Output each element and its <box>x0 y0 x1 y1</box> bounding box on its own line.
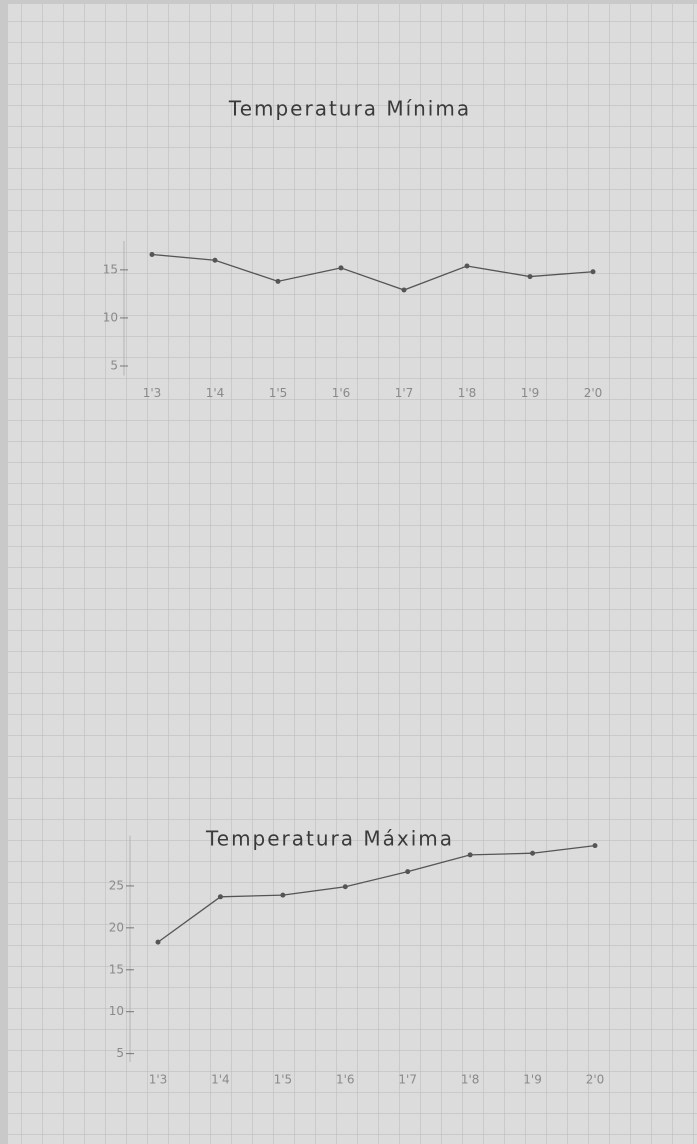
chart-title: Temperatura Mínima <box>228 97 471 121</box>
x-tick-label: 1'7 <box>398 1073 417 1087</box>
x-tick-label: 1'7 <box>395 386 414 400</box>
chart-title: Temperatura Máxima <box>205 827 454 851</box>
point <box>276 279 281 284</box>
x-tick-label: 1'6 <box>332 386 351 400</box>
y-tick-label: 15 <box>103 262 118 276</box>
x-tick-label: 1'8 <box>461 1073 480 1087</box>
x-tick-label: 2'0 <box>584 386 603 400</box>
x-tick-label: 1'6 <box>336 1073 355 1087</box>
y-tick-label: 25 <box>109 878 124 892</box>
point <box>339 265 344 270</box>
x-tick-label: 1'9 <box>523 1073 542 1087</box>
y-tick-label: 20 <box>109 920 124 934</box>
point <box>593 843 598 848</box>
point <box>465 263 470 268</box>
x-tick-label: 2'0 <box>586 1073 605 1087</box>
point <box>530 851 535 856</box>
point <box>528 274 533 279</box>
point <box>468 852 473 857</box>
y-tick-label: 5 <box>116 1046 124 1060</box>
y-tick-label: 5 <box>110 358 118 372</box>
point <box>405 869 410 874</box>
x-tick-label: 1'3 <box>149 1073 168 1087</box>
x-tick-label: 1'5 <box>269 386 288 400</box>
x-tick-label: 1'5 <box>274 1073 293 1087</box>
point <box>156 940 161 945</box>
y-tick-label: 15 <box>109 962 124 976</box>
photo: Temperatura Mínima 5 10 15 1'3 1'4 1'5 1'6 1'7 1'… <box>0 0 697 1144</box>
point <box>213 258 218 263</box>
point <box>280 893 285 898</box>
point <box>150 252 155 257</box>
point <box>343 884 348 889</box>
x-tick-label: 1'4 <box>206 386 225 400</box>
x-tick-label: 1'8 <box>458 386 477 400</box>
x-tick-label: 1'3 <box>143 386 162 400</box>
point <box>218 894 223 899</box>
x-tick-label: 1'9 <box>521 386 540 400</box>
y-tick-label: 10 <box>109 1004 124 1018</box>
y-tick-label: 10 <box>103 310 118 324</box>
point <box>591 269 596 274</box>
point <box>402 288 407 293</box>
x-tick-label: 1'4 <box>211 1073 230 1087</box>
